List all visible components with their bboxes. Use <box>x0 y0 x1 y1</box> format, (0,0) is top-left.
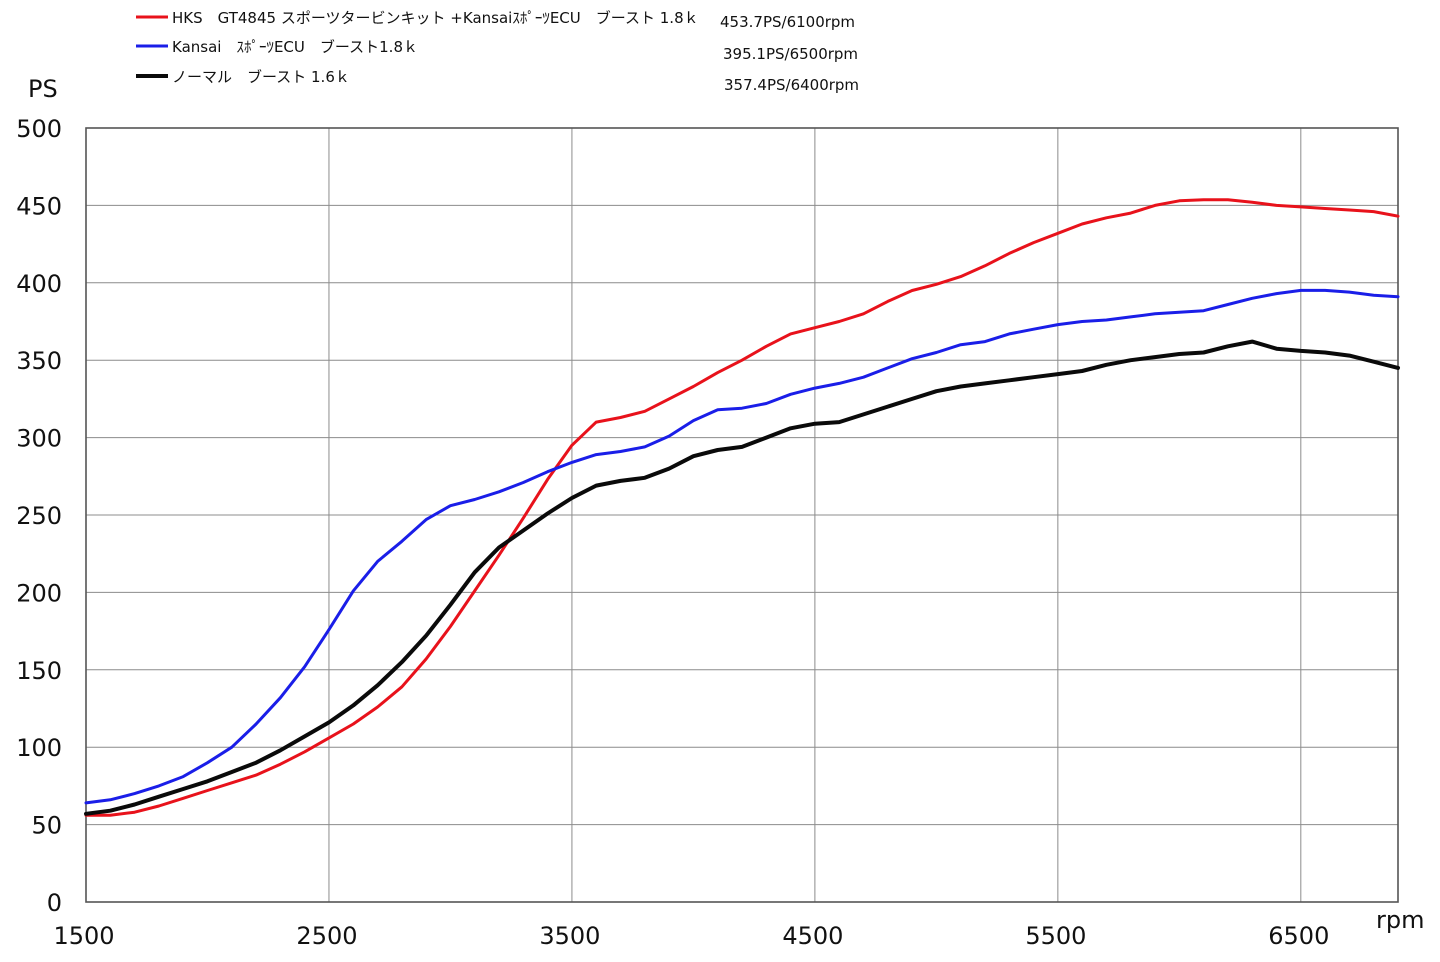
y-tick-label: 100 <box>16 734 62 762</box>
x-tick-label: 2500 <box>296 922 357 950</box>
peak-label: 395.1PS/6500rpm <box>723 45 858 63</box>
peak-label: 357.4PS/6400rpm <box>724 76 859 94</box>
series-line <box>84 339 1400 816</box>
y-tick-label: 50 <box>31 812 62 840</box>
plot-frame <box>85 127 1399 903</box>
series-lines <box>84 198 1400 817</box>
x-axis-label: rpm <box>1376 906 1424 934</box>
y-axis-label: PS <box>28 75 58 103</box>
x-tick-label: 5500 <box>1025 922 1086 950</box>
y-tick-label: 400 <box>16 270 62 298</box>
series-line <box>84 198 1400 817</box>
y-axis-ticks: 0 50 100 150 200 250 300 350 400 450 500 <box>16 115 62 917</box>
y-tick-label: 150 <box>16 657 62 685</box>
legend-label: HKS GT4845 スポーツタービンキット +KansaiｽﾎﾟｰﾂECU ブ… <box>172 9 699 27</box>
peak-label: 453.7PS/6100rpm <box>720 13 855 31</box>
y-tick-label: 350 <box>16 347 62 375</box>
y-tick-label: 200 <box>16 579 62 607</box>
x-tick-label: 4500 <box>782 922 843 950</box>
y-tick-label: 450 <box>16 192 62 220</box>
legend-label: Kansai ｽﾎﾟｰﾂECU ブースト1.8ｋ <box>172 38 418 56</box>
x-tick-label: 1500 <box>53 922 114 950</box>
y-tick-label: 300 <box>16 425 62 453</box>
x-axis-ticks: 1500 2500 3500 4500 5500 6500 <box>53 922 1329 950</box>
x-tick-label: 3500 <box>539 922 600 950</box>
grid-lines <box>86 128 1398 902</box>
y-tick-label: 250 <box>16 502 62 530</box>
series-line <box>84 288 1400 805</box>
y-tick-label: 0 <box>47 889 62 917</box>
legend-label: ノーマル ブースト 1.6ｋ <box>172 68 350 86</box>
legend: HKS GT4845 スポーツタービンキット +KansaiｽﾎﾟｰﾂECU ブ… <box>136 9 859 94</box>
y-tick-label: 500 <box>16 115 62 143</box>
x-tick-label: 6500 <box>1268 922 1329 950</box>
